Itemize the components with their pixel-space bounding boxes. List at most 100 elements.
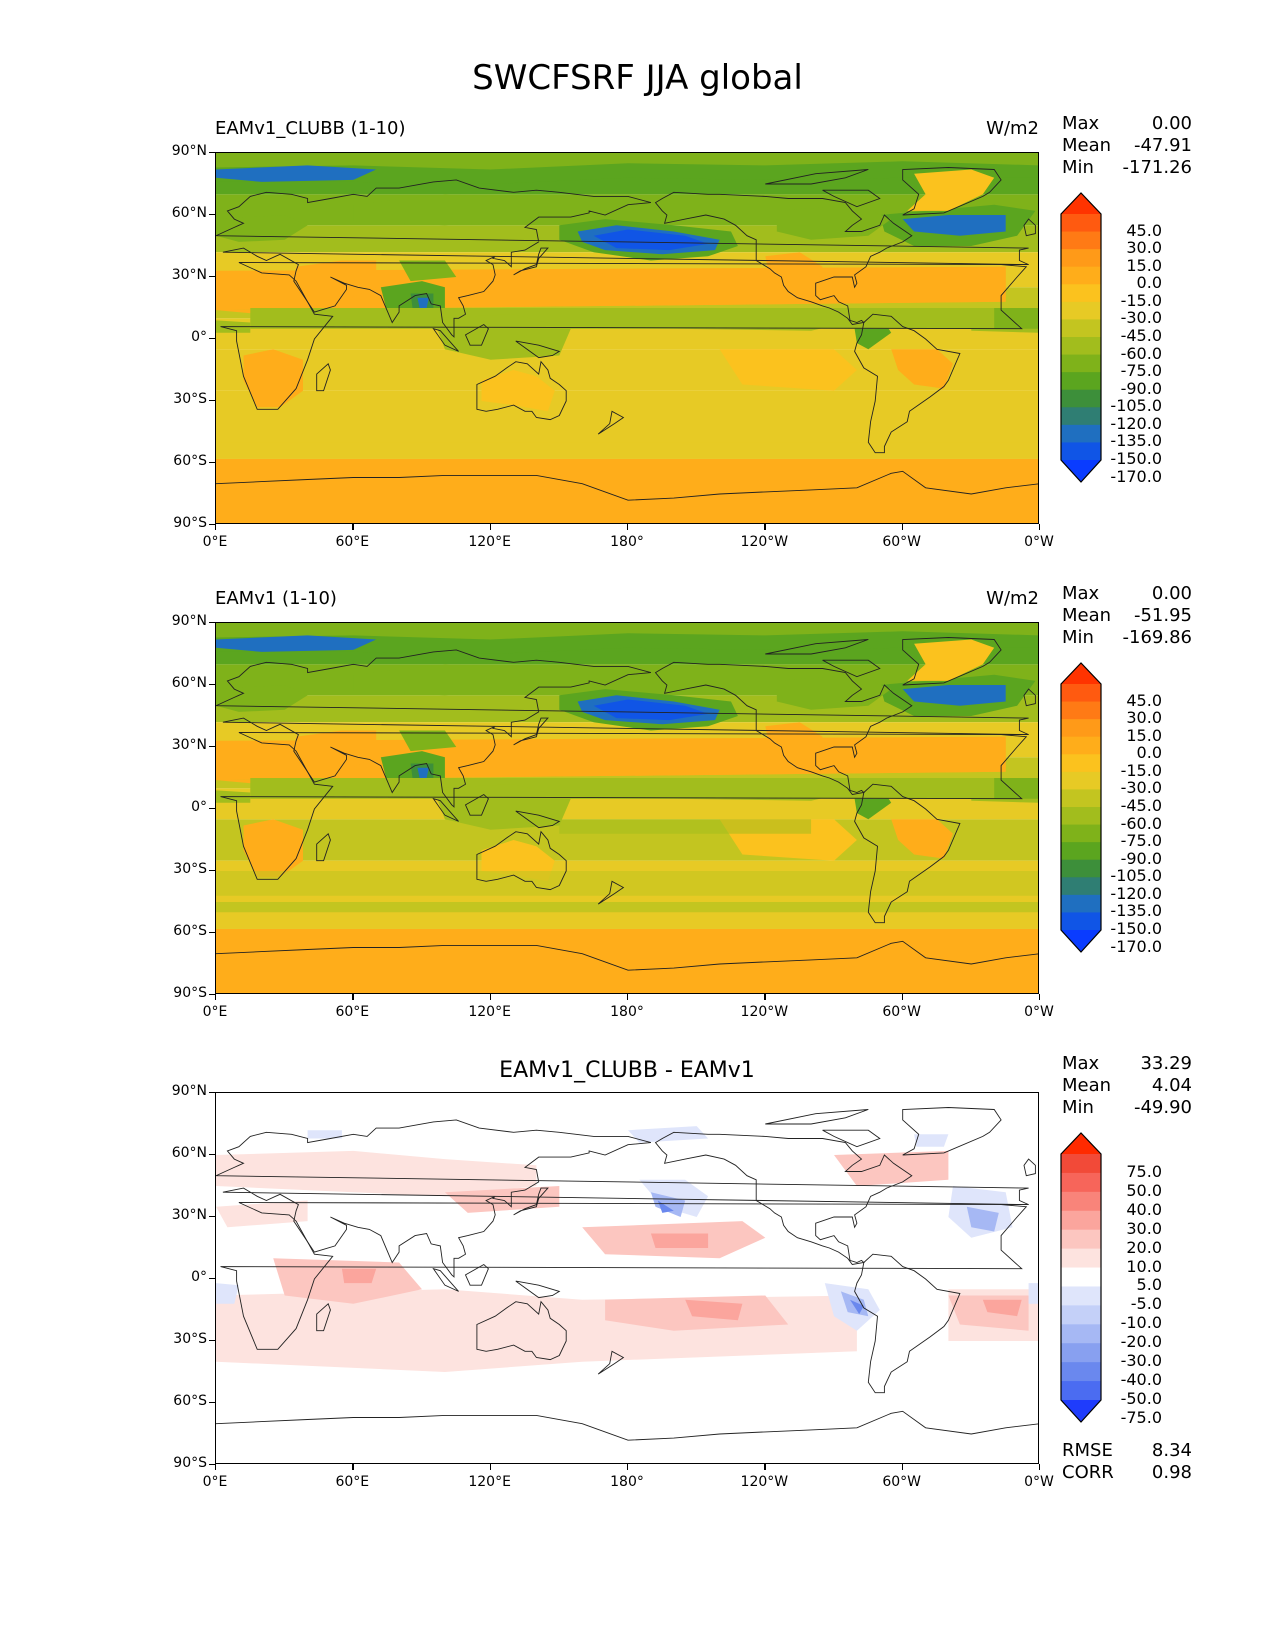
field-contour bbox=[559, 819, 812, 834]
coastline bbox=[902, 1107, 1002, 1156]
x-tick bbox=[764, 1464, 766, 1470]
x-tick bbox=[901, 524, 903, 530]
field-contour bbox=[628, 1126, 709, 1143]
x-tick-label: 120°E bbox=[468, 534, 511, 550]
colorbar-tick-label: -40.0 bbox=[1120, 1370, 1162, 1390]
colorbar-band bbox=[1061, 389, 1101, 408]
colorbar-extend-min bbox=[1061, 1400, 1101, 1422]
y-tick-label: 60°S bbox=[173, 1393, 207, 1409]
field-contour bbox=[216, 442, 1038, 459]
coastline bbox=[654, 661, 913, 795]
coastlines bbox=[216, 637, 1038, 971]
y-tick bbox=[209, 1154, 215, 1156]
colorbar-band bbox=[1061, 249, 1101, 268]
coastline bbox=[902, 167, 1002, 216]
colorbar-band bbox=[1061, 284, 1101, 303]
coastline bbox=[220, 732, 1029, 880]
colorbar-band bbox=[1061, 894, 1101, 913]
x-tick-label: 120°E bbox=[468, 1474, 511, 1490]
colorbar-tick-label: 15.0 bbox=[1126, 725, 1162, 745]
colorbar-extend-min bbox=[1061, 460, 1101, 482]
colorbar-band bbox=[1061, 1324, 1101, 1344]
y-tick bbox=[209, 462, 215, 464]
field-contour bbox=[399, 730, 457, 752]
x-tick bbox=[764, 524, 766, 530]
y-tick bbox=[209, 400, 215, 402]
x-tick bbox=[215, 524, 217, 530]
coastline bbox=[513, 1187, 549, 1216]
field-contour bbox=[216, 1150, 537, 1197]
colorbar-tick-label: -30.0 bbox=[1120, 308, 1162, 328]
colorbar-band bbox=[1061, 1172, 1101, 1193]
colorbar-band bbox=[1061, 1267, 1101, 1287]
colorbar-tick-label: -15.0 bbox=[1120, 290, 1162, 310]
stat-rmse: RMSE 8.34 bbox=[1062, 1440, 1192, 1461]
field-contour bbox=[216, 165, 377, 182]
stats-footer: RMSE 8.34 CORR 0.98 bbox=[1062, 1440, 1192, 1484]
field-contour bbox=[341, 1268, 377, 1284]
field-contour bbox=[891, 349, 953, 389]
field-contour bbox=[593, 699, 709, 721]
stats-block: Max 0.00 Mean -51.95 Min -169.86 bbox=[1062, 583, 1192, 649]
x-tick-label: 180° bbox=[610, 1004, 644, 1020]
colorbar-tick-label: 0.0 bbox=[1136, 743, 1162, 763]
field-contour bbox=[399, 260, 457, 282]
colorbar-band bbox=[1061, 214, 1101, 233]
y-tick-label: 90°N bbox=[171, 613, 207, 629]
coastline bbox=[220, 1202, 1029, 1350]
panel-difference: EAMv1_CLUBB - EAMv1 Max 33.29 Mean 4.04 Mi… bbox=[0, 940, 1275, 1490]
colorbar-band bbox=[1061, 912, 1101, 931]
x-tick bbox=[901, 1464, 903, 1470]
y-tick-label: 90°S bbox=[173, 1455, 207, 1471]
colorbar-band bbox=[1061, 771, 1101, 790]
coastline bbox=[854, 313, 961, 454]
coastline bbox=[216, 1119, 1029, 1278]
field-contour bbox=[902, 685, 1006, 706]
field-contour bbox=[307, 1130, 342, 1139]
figure-title: SWCFSRF JJA global bbox=[472, 58, 803, 98]
colorbar-tick-label: 10.0 bbox=[1126, 1256, 1162, 1276]
y-tick-label: 90°S bbox=[173, 985, 207, 1001]
y-tick-label: 60°N bbox=[171, 205, 207, 221]
colorbar-band bbox=[1061, 824, 1101, 843]
x-tick-label: 0°E bbox=[202, 534, 228, 550]
colorbar-tick-label: 30.0 bbox=[1126, 238, 1162, 258]
colorbar-band bbox=[1061, 301, 1101, 320]
y-tick bbox=[209, 1464, 215, 1466]
colorbar-tick-label: 45.0 bbox=[1126, 690, 1162, 710]
x-tick-label: 0°W bbox=[1024, 1474, 1054, 1490]
y-tick-label: 0° bbox=[191, 1269, 207, 1285]
colorbar-band bbox=[1061, 789, 1101, 808]
x-tick bbox=[215, 1464, 217, 1470]
y-tick bbox=[209, 994, 215, 996]
panel-title: EAMv1_CLUBB - EAMv1 bbox=[499, 1058, 755, 1083]
colorbar-tick-label: -60.0 bbox=[1120, 813, 1162, 833]
coastline bbox=[1023, 688, 1036, 707]
y-tick-label: 0° bbox=[191, 799, 207, 815]
field-contour bbox=[891, 819, 953, 859]
coastlines bbox=[216, 1107, 1038, 1441]
units-label: W/m2 bbox=[986, 588, 1039, 609]
field-contour bbox=[296, 730, 377, 778]
field-contour bbox=[216, 635, 377, 652]
field-contour bbox=[353, 664, 537, 696]
y-tick bbox=[209, 870, 215, 872]
colorbar: 75.0 50.0 40.0 30.0 20.0 10.0 5.0 -5.0 -10.0 -20.… bbox=[1060, 1132, 1200, 1432]
colorbar-band bbox=[1061, 407, 1101, 426]
coastline bbox=[1023, 1158, 1036, 1177]
field-layer bbox=[216, 1093, 1038, 1463]
field-contour bbox=[765, 252, 823, 294]
colorbar-tick-label: -105.0 bbox=[1110, 866, 1162, 886]
coastline bbox=[822, 189, 881, 208]
colorbar-band bbox=[1061, 1343, 1101, 1363]
x-tick bbox=[1039, 1464, 1041, 1470]
y-tick bbox=[209, 276, 215, 278]
y-tick bbox=[209, 1402, 215, 1404]
field-contour bbox=[243, 819, 303, 878]
x-tick bbox=[764, 994, 766, 1000]
colorbar-band bbox=[1061, 337, 1101, 356]
colorbar-tick-label: -75.0 bbox=[1120, 1407, 1162, 1427]
x-tick bbox=[352, 1464, 354, 1470]
coastline bbox=[515, 340, 561, 359]
coastline bbox=[902, 637, 1002, 686]
